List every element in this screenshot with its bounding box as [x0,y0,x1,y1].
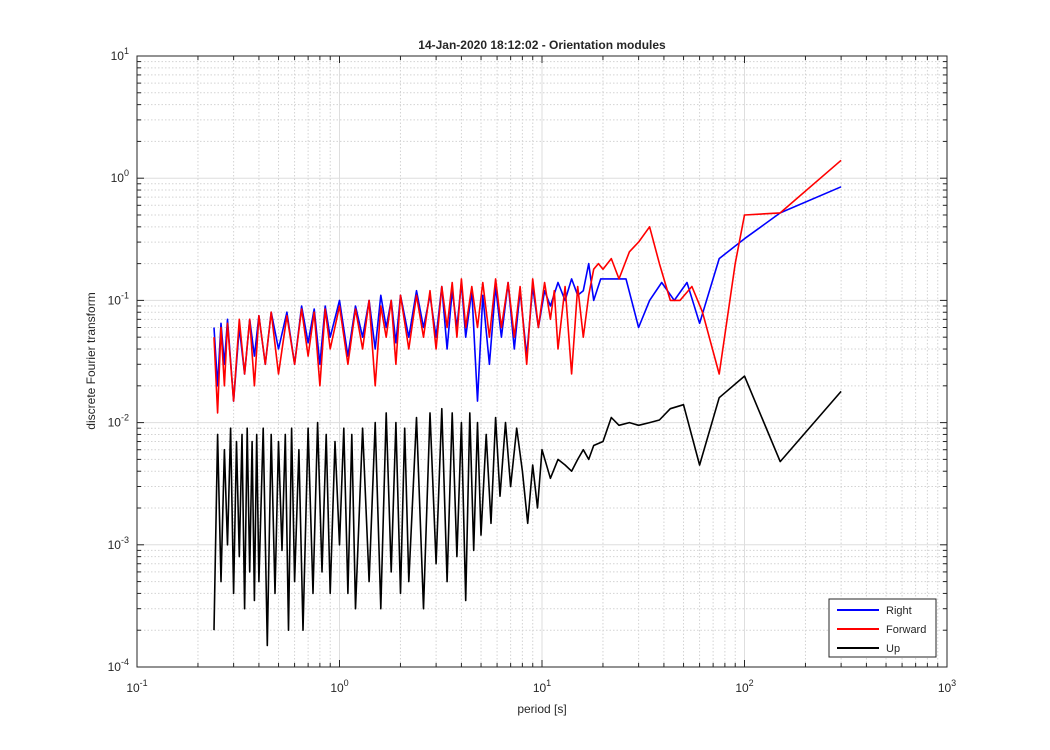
y-tick-label: 100 [111,168,129,185]
legend-label-forward: Forward [886,624,926,636]
x-tick-label: 100 [330,678,348,695]
series-line-right [213,186,842,402]
y-tick-label: 10-1 [108,290,129,307]
x-tick-label: 102 [735,678,753,695]
y-axis-label: discrete Fourier transform [84,292,98,429]
y-tick-label: 101 [111,46,129,63]
x-tick-labels: 10-1 100 101 102 103 [126,678,956,695]
chart-title: 14-Jan-2020 18:12:02 - Orientation modul… [418,38,666,52]
y-tick-label: 10-3 [108,535,129,552]
series-line-forward [213,159,842,414]
x-tick-label: 103 [938,678,956,695]
y-tick-labels: 10-4 10-3 10-2 10-1 100 101 [108,46,129,674]
series-layer [213,159,842,647]
legend-label-up: Up [886,643,900,655]
legend-label-right: Right [886,605,912,617]
x-tick-label: 101 [533,678,551,695]
legend: Right Forward Up [828,598,937,658]
x-tick-label: 10-1 [126,678,147,695]
x-axis-label: period [s] [517,702,566,716]
y-tick-label: 10-2 [108,413,129,430]
tick-layer [136,55,948,668]
y-tick-label: 10-4 [108,657,129,674]
series-line-up [213,375,842,647]
